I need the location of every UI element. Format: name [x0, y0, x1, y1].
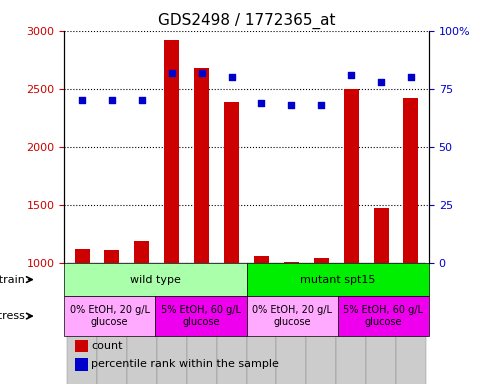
Bar [135, 242, 149, 263]
Bar [187, 263, 216, 384]
Bar [75, 358, 88, 371]
Title: GDS2498 / 1772365_at: GDS2498 / 1772365_at [158, 13, 335, 29]
Bar [396, 263, 426, 384]
Bar [67, 263, 97, 384]
Text: 0% EtOH, 20 g/L
glucose: 0% EtOH, 20 g/L glucose [252, 305, 332, 327]
Bar [74, 249, 90, 263]
Bar [246, 263, 277, 384]
Bar [366, 263, 396, 384]
Point [108, 97, 116, 103]
Point [407, 74, 415, 80]
Point [78, 97, 86, 103]
Bar [277, 263, 306, 384]
Bar [97, 263, 127, 384]
Bar [403, 98, 419, 263]
Point [257, 100, 265, 106]
Bar [127, 263, 157, 384]
Point [198, 70, 206, 76]
Bar [194, 68, 209, 263]
Bar [336, 263, 366, 384]
Point [138, 97, 146, 103]
Bar [164, 40, 179, 263]
Bar [105, 250, 119, 263]
Text: wild type: wild type [130, 275, 181, 285]
Bar [155, 296, 246, 336]
Point [347, 72, 355, 78]
Text: stress: stress [0, 311, 26, 321]
Bar [246, 296, 338, 336]
Bar [246, 263, 429, 296]
Point [377, 79, 385, 85]
Bar [75, 339, 88, 353]
Point [168, 70, 176, 76]
Text: strain: strain [0, 275, 26, 285]
Point [317, 102, 325, 108]
Text: 0% EtOH, 20 g/L
glucose: 0% EtOH, 20 g/L glucose [70, 305, 150, 327]
Bar [157, 263, 187, 384]
Text: percentile rank within the sample: percentile rank within the sample [92, 359, 280, 369]
Point [228, 74, 236, 80]
Bar [314, 258, 329, 263]
Bar [284, 262, 299, 263]
Bar [64, 296, 155, 336]
Bar [254, 256, 269, 263]
Text: 5% EtOH, 60 g/L
glucose: 5% EtOH, 60 g/L glucose [343, 305, 423, 327]
Text: mutant spt15: mutant spt15 [300, 275, 375, 285]
Bar [216, 263, 246, 384]
Bar [306, 263, 336, 384]
Bar [338, 296, 429, 336]
Bar [64, 263, 246, 296]
Point [287, 102, 295, 108]
Bar [344, 89, 358, 263]
Text: count: count [92, 341, 123, 351]
Bar [224, 101, 239, 263]
Text: 5% EtOH, 60 g/L
glucose: 5% EtOH, 60 g/L glucose [161, 305, 241, 327]
Bar [374, 209, 388, 263]
